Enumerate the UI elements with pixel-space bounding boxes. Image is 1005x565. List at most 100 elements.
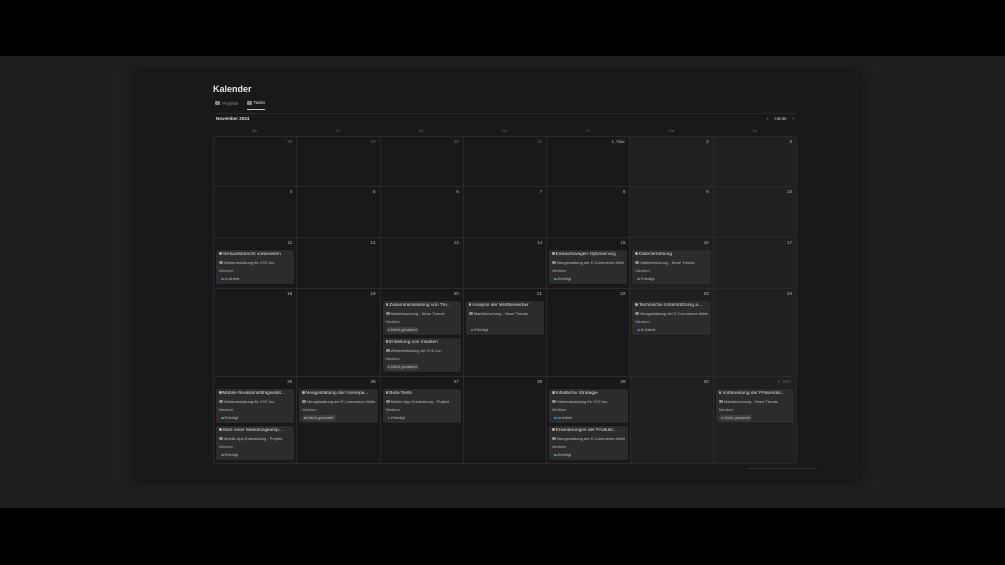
task-card[interactable]: Erstellung von Inhalten Webentwicklung f… [382,338,461,372]
day-cell[interactable]: 5 [297,187,381,238]
day-cell[interactable]: 20 Zusammenstellung von Tre... Marktfors… [380,289,464,377]
next-month-button[interactable]: › [792,116,795,121]
day-cell[interactable]: 9 [630,187,714,238]
week-row: 25 Mobile Reaktionsfähigkeitst... Webent… [214,377,798,464]
day-cell[interactable]: 29 [297,137,381,187]
day-number: 5 [373,189,376,194]
day-cell[interactable]: 6 [380,187,464,238]
folder-icon [302,400,307,403]
day-cell[interactable]: 19 [297,289,381,377]
task-project: Webentwicklung für XYZ Inc. [224,399,276,404]
task-icon [302,391,305,394]
tab-label: Tasks [253,100,266,105]
day-cell[interactable]: 11 Verkaufsbericht vorbereiten Webentwic… [214,238,298,289]
day-number: 2 [706,139,709,144]
day-cell[interactable]: 27 Beta-Tests Mobile App Entwicklung - P… [380,377,464,464]
task-card[interactable]: Verkaufsbericht vorbereiten Webentwicklu… [216,250,295,284]
task-card[interactable]: Inhaltliche Strategie Webentwicklung für… [549,389,628,423]
status-badge: Erledigt [552,276,573,282]
task-title: Datenerhebung [638,252,673,257]
task-card[interactable]: Technische Unterstützung a... Neugestalt… [632,301,711,335]
task-card[interactable]: Beta-Tests Mobile App Entwicklung - Proj… [382,389,461,423]
day-cell[interactable]: 2 [630,137,714,187]
task-icon [219,252,222,255]
day-cell[interactable]: 7 [463,187,548,238]
task-priority: Medium [302,407,317,412]
task-priority: Medium [385,356,400,361]
day-cell[interactable]: 30 [630,377,714,464]
day-cell[interactable]: 14 [463,238,548,289]
task-priority: Medium [718,407,734,412]
task-card[interactable]: Start einer Marketingkamp... Mobile App … [216,426,295,460]
status-dot-icon [387,365,391,369]
status-dot-icon [554,416,557,420]
horizontal-scrollbar[interactable] [747,468,817,469]
day-number: 28 [287,139,293,144]
task-priority: Medium [219,268,234,273]
status-dot-icon [221,453,224,457]
task-project: Marktforschung - Neue Trends [390,311,445,316]
status-label: Erledigt [224,452,239,457]
day-cell[interactable]: 24 [713,289,797,377]
calendar-window: Kalender Projekte Tasks November 2024 ‹ … [135,72,860,480]
task-card[interactable]: Analyse der Wettbewerber Marktforschung … [465,301,545,335]
day-cell[interactable]: 22 [547,289,631,377]
status-dot-icon [637,328,640,332]
day-cell[interactable]: 31 [463,137,548,187]
day-cell[interactable]: 28 [214,137,298,187]
task-priority: Medium [385,407,400,412]
day-cell[interactable]: 18 [214,289,298,377]
status-dot-icon [720,416,724,420]
weekday-header: Sa [669,128,674,133]
day-cell[interactable]: 25 Mobile Reaktionsfähigkeitst... Webent… [214,377,298,464]
day-cell[interactable]: 17 [713,238,797,289]
day-cell[interactable]: 13 [380,238,464,289]
day-cell[interactable]: 21 Analyse der Wettbewerber Marktforschu… [463,289,548,377]
task-title: Beta-Tests [389,391,412,396]
day-cell[interactable]: 28 [463,377,548,464]
day-cell[interactable]: 1. Nov. [547,137,631,187]
day-number: 10 [786,189,792,194]
status-badge: Erledigt [386,415,407,421]
calendar-grid: 28 29 30 31 1. Nov. 2 3 4 5 6 7 8 9 10 11 Verkaufsberi… [213,136,798,464]
tab-projekte[interactable]: Projekte [215,100,239,110]
task-card[interactable]: Datenerhebung Marktforschung - Neue Tren… [632,250,711,284]
task-priority: Medium [552,268,567,273]
day-number: 18 [287,291,293,296]
day-cell[interactable]: 15 Einkaufswagen-Optimierung Neugestaltu… [547,238,631,289]
day-number: 9 [706,189,709,194]
day-cell[interactable]: 4 [214,187,298,238]
day-cell[interactable]: 16 Datenerhebung Marktforschung - Neue T… [630,238,714,289]
day-cell[interactable]: 12 [297,238,381,289]
task-title: Mobile Reaktionsfähigkeitst... [222,391,285,396]
day-number: 4 [289,189,293,194]
task-card[interactable]: Einkaufswagen-Optimierung Neugestaltung … [549,250,628,284]
folder-icon [635,261,640,264]
day-number: 8 [622,189,626,194]
day-cell[interactable]: 1. Dez. Vorbereitung der Präsentati... M… [713,377,798,464]
status-dot-icon [470,328,474,332]
folder-icon [552,400,557,403]
task-card[interactable]: Zusammenstellung von Tre... Marktforschu… [382,301,461,335]
task-icon [552,391,555,394]
today-button[interactable]: Heute [774,116,787,121]
calendar-icon [246,100,252,105]
task-project: Webentwicklung für XYZ Inc. [390,348,442,353]
task-card[interactable]: Vorbereitung der Präsentati... Marktfors… [715,389,795,423]
prev-month-button[interactable]: ‹ [766,116,769,121]
day-cell[interactable]: 10 [713,187,797,238]
status-badge: Nicht gestartet [302,415,336,421]
tab-tasks[interactable]: Tasks [246,100,266,110]
day-cell[interactable]: 26 Neugestaltung der Homepa... Neugestal… [297,377,381,464]
task-card[interactable]: Mobile Reaktionsfähigkeitst... Webentwic… [216,389,295,423]
day-cell[interactable]: 30 [380,137,464,187]
day-cell[interactable]: 23 Technische Unterstützung a... Neugest… [630,289,714,377]
task-title: Start einer Marketingkamp... [222,428,283,433]
day-cell[interactable]: 8 [547,187,631,238]
task-card[interactable]: Neugestaltung der Homepa... Neugestaltun… [299,389,378,423]
day-number: 23 [703,291,709,296]
task-card[interactable]: Erweiterungen der Produkt... Neugestaltu… [549,426,628,460]
day-cell[interactable]: 29 Inhaltliche Strategie Webentwicklung … [547,377,631,464]
day-cell[interactable]: 3 [713,137,797,187]
folder-icon [385,349,390,352]
